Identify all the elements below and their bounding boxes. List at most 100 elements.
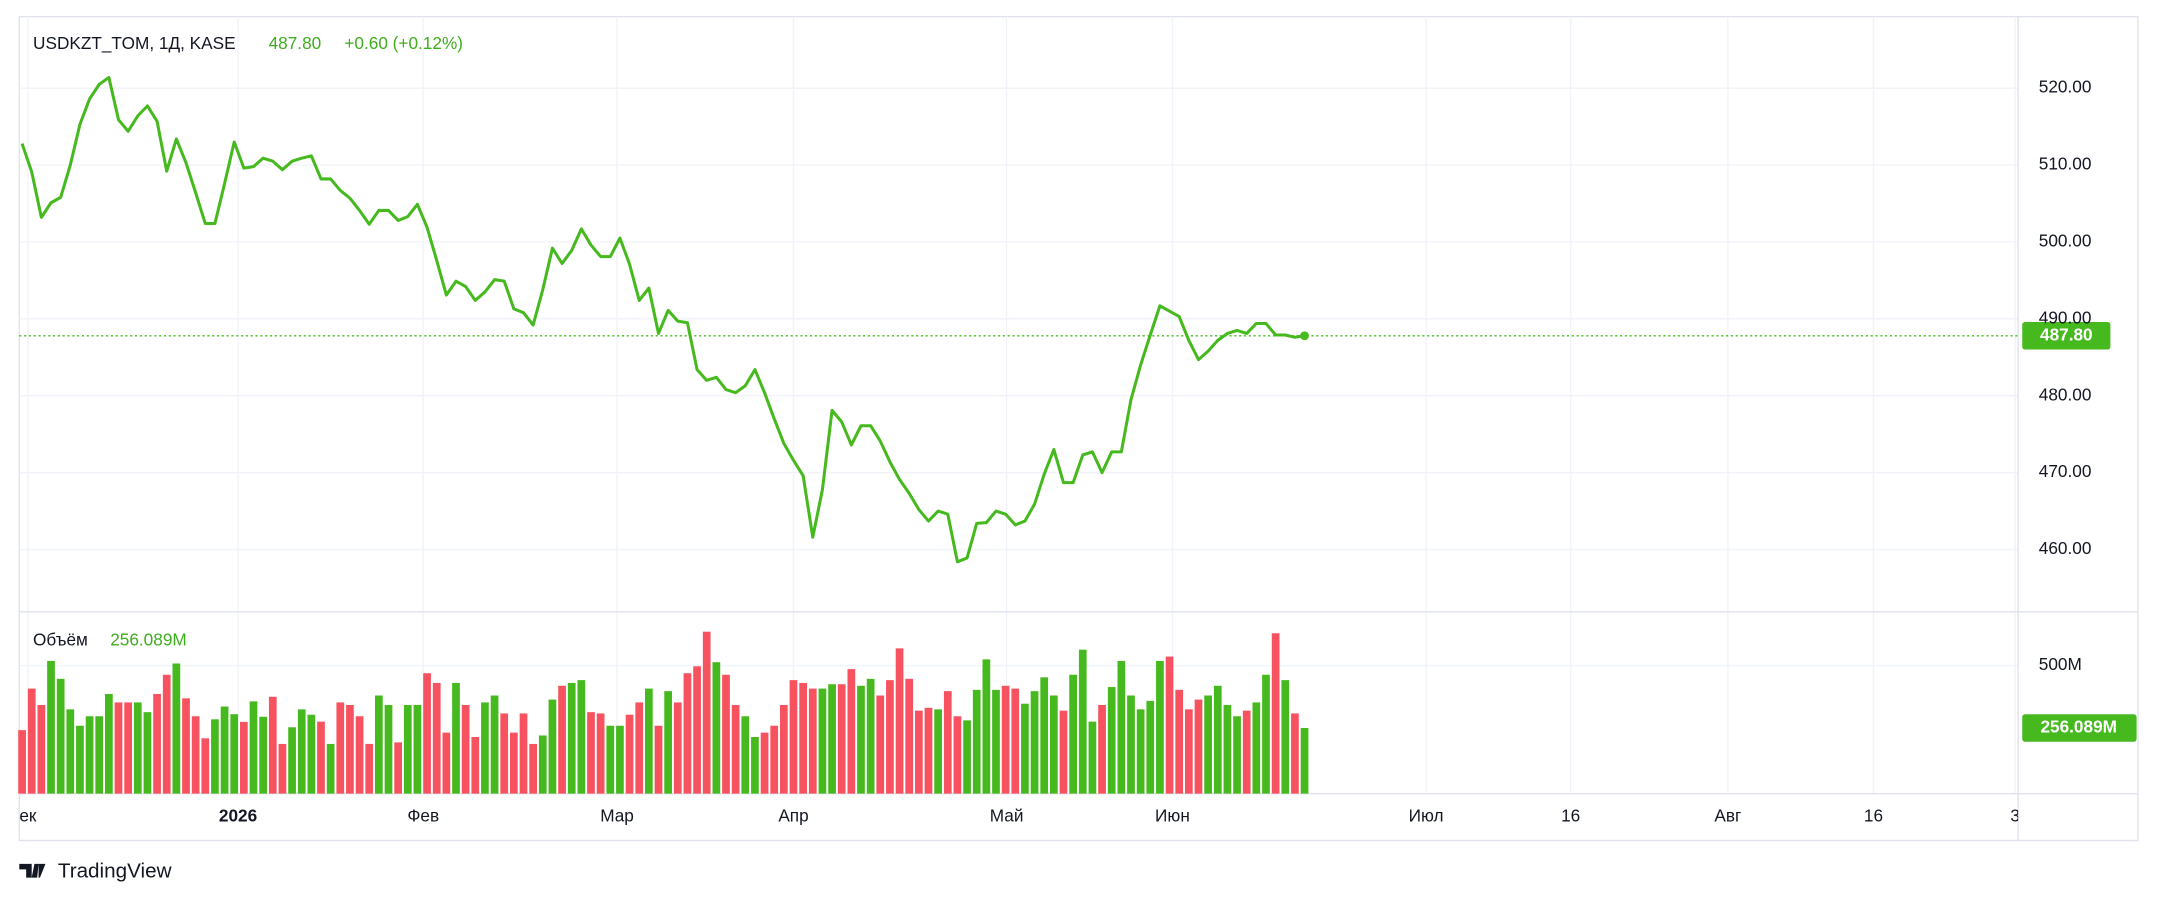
volume-bar	[664, 691, 672, 794]
volume-bar	[240, 721, 248, 794]
volume-bar	[47, 660, 55, 794]
footer-brand: TradingView	[58, 860, 172, 883]
volume-bar	[625, 714, 634, 794]
volume-bar	[490, 695, 499, 794]
volume-bar	[1030, 691, 1039, 794]
volume-bar	[683, 673, 692, 794]
volume-bar	[162, 674, 171, 794]
x-tick-label: 16	[1561, 806, 1580, 826]
volume-bar	[1281, 680, 1290, 794]
volume-bar	[1069, 674, 1077, 794]
volume-bar	[259, 716, 268, 794]
volume-bar	[307, 714, 316, 794]
volume-bar	[992, 689, 1000, 794]
volume-bar	[934, 709, 942, 794]
volume-bar	[529, 743, 538, 794]
volume-bar	[124, 702, 133, 794]
volume-bar	[577, 680, 586, 794]
volume-bar	[799, 682, 807, 794]
last-price: 487.80	[269, 33, 322, 53]
volume-bar	[230, 714, 239, 794]
x-tick-label: Май	[990, 806, 1024, 826]
last-point	[1300, 331, 1309, 341]
volume-bar	[297, 709, 306, 794]
volume-bar	[1242, 710, 1251, 794]
volume-bar	[278, 743, 287, 794]
volume-bar	[693, 666, 701, 794]
volume-bar	[779, 704, 788, 794]
volume-bar	[818, 688, 827, 794]
price-badge	[2022, 321, 2111, 350]
volume-bar	[1252, 702, 1261, 794]
volume-bar	[355, 716, 364, 794]
volume-bar	[1213, 685, 1222, 794]
volume-bar	[789, 680, 798, 794]
volume-bar	[1059, 710, 1068, 794]
volume-bar	[375, 695, 383, 794]
volume-bar	[317, 721, 325, 794]
volume-bar	[384, 704, 393, 794]
volume-bar	[741, 716, 750, 794]
y-tick-label: 480.00	[2039, 384, 2092, 404]
volume-bar	[220, 706, 229, 794]
volume-bar	[567, 682, 576, 794]
volume-bar	[770, 725, 779, 794]
volume-bar	[1107, 687, 1116, 794]
volume-bar	[172, 663, 181, 794]
volume-bar	[1175, 689, 1184, 794]
volume-bar	[76, 725, 84, 794]
volume-bar	[606, 725, 615, 794]
y-tick-label: 470.00	[2039, 461, 2092, 481]
volume-bar	[808, 688, 817, 794]
volume-bar	[953, 716, 962, 794]
volume-bar	[886, 680, 894, 794]
volume-bar	[37, 704, 46, 794]
volume-bar	[1021, 703, 1029, 794]
volume-bar	[1127, 695, 1135, 794]
volume-bar	[1088, 721, 1097, 794]
volume-bar	[346, 704, 354, 794]
volume-bar	[432, 682, 441, 794]
y-tick-label: 460.00	[2039, 538, 2092, 558]
volume-bar	[1204, 695, 1212, 794]
volume-bar	[963, 720, 971, 794]
x-tick-label: ек	[19, 806, 37, 826]
volume-bar	[760, 732, 769, 794]
volume-bar	[133, 702, 142, 794]
volume-bar	[18, 730, 26, 794]
volume-bar	[1184, 709, 1193, 794]
x-tick-label: Мар	[600, 806, 634, 826]
volume-bar	[1001, 685, 1010, 794]
volume-bar	[1156, 660, 1164, 794]
x-tick-label: Апр	[778, 806, 808, 826]
volume-bar	[403, 704, 412, 794]
volume-bar	[828, 684, 836, 794]
volume-bar	[182, 698, 190, 794]
volume-bar	[423, 673, 431, 794]
volume-bar	[461, 704, 470, 794]
volume-bar	[519, 713, 528, 794]
x-tick-label: 2026	[219, 806, 257, 826]
volume-bar	[452, 682, 460, 794]
volume-bar	[673, 702, 682, 794]
price-badge-label: 487.80	[2040, 324, 2093, 344]
volume-bar	[394, 742, 403, 794]
price-line	[20, 75, 1305, 564]
volume-bar	[914, 710, 923, 794]
volume-bar	[413, 704, 422, 794]
volume-bar	[644, 688, 653, 794]
volume-bar	[201, 738, 210, 794]
volume-bar	[722, 674, 730, 794]
volume-bar	[153, 693, 161, 794]
volume-bar	[143, 712, 152, 794]
volume-bar	[1223, 704, 1232, 794]
volume-bar	[95, 716, 104, 794]
volume-bar	[471, 737, 480, 794]
volume-bar	[105, 693, 113, 794]
volume-bar	[1136, 709, 1145, 794]
price-change: +0.60 (+0.12%)	[344, 33, 463, 53]
volume-bar	[336, 702, 345, 794]
volume-title: Объём	[33, 629, 88, 649]
volume-bar	[866, 678, 875, 794]
volume-badge	[2022, 714, 2137, 742]
